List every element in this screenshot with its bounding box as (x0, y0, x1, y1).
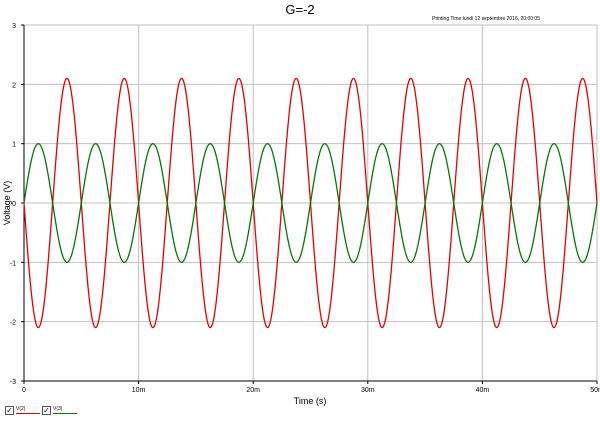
x-axis-label: Time (s) (294, 396, 327, 406)
checkbox-v3[interactable]: ✓ (42, 406, 51, 415)
x-tick-label: 40m (476, 387, 490, 394)
legend-item-v2[interactable]: ✓ V(2) (5, 406, 40, 420)
x-tick-label: 10m (132, 387, 146, 394)
chart-subtitle: Printing Time:lundi 12 septembre 2016, 2… (432, 16, 540, 22)
checkbox-v2[interactable]: ✓ (5, 406, 14, 415)
x-tick-label: 50m (590, 387, 600, 394)
legend-item-v3[interactable]: ✓ V(3) (42, 406, 77, 420)
y-tick-label: 1 (12, 142, 16, 149)
legend-swatch-v3 (53, 413, 77, 414)
series-lines (23, 77, 598, 329)
y-tick-label: -2 (10, 320, 16, 327)
x-tick-label: 0 (22, 387, 26, 394)
y-tick-labels: 3 2 1 0 -1 -2 -3 (10, 23, 24, 386)
chart-title: G=-2 (285, 2, 314, 17)
x-tick-label: 20m (246, 387, 260, 394)
legend-label-v2: V(2) (16, 406, 26, 412)
y-tick-label: 0 (12, 201, 16, 208)
series-line-v3 (23, 143, 598, 263)
y-tick-label: 2 (12, 82, 16, 89)
legend-label-v3: V(3) (53, 406, 63, 412)
y-tick-label: -3 (10, 379, 16, 386)
y-axis-label: Voltage (V) (2, 181, 12, 226)
x-tick-labels: 0 10m 20m 30m 40m 50m (22, 381, 600, 394)
y-tick-label: -1 (10, 260, 16, 267)
legend-swatch-v2 (16, 413, 40, 414)
y-tick-label: 3 (12, 23, 16, 30)
x-tick-label: 30m (361, 387, 375, 394)
